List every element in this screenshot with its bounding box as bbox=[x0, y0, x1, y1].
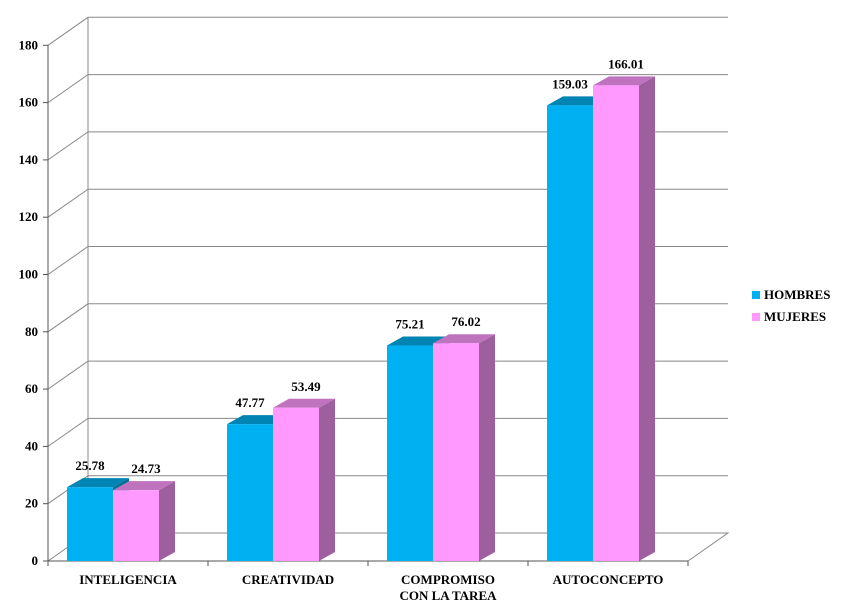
bar-mujeres-3 bbox=[593, 76, 655, 561]
value-label-mujeres-0: 24.73 bbox=[131, 461, 161, 476]
legend: HOMBRES MUJERES bbox=[752, 284, 830, 328]
y-tick-label: 140 bbox=[19, 152, 39, 167]
gridline bbox=[47, 303, 728, 333]
legend-swatch-mujeres bbox=[752, 313, 760, 321]
y-tick-label: 100 bbox=[19, 267, 39, 282]
gridlines bbox=[47, 16, 728, 505]
gridline bbox=[47, 16, 728, 46]
y-tick-label: 120 bbox=[19, 209, 39, 224]
y-tick-label: 60 bbox=[25, 381, 38, 396]
x-tick-label: CON LA TAREA bbox=[399, 588, 497, 603]
gridline bbox=[47, 246, 728, 275]
gridline bbox=[47, 188, 728, 218]
value-labels: 25.78 24.73 47.77 53.49 75.21 76.02 159.03 166.… bbox=[75, 56, 644, 476]
x-tick-label: INTELIGENCIA bbox=[79, 572, 177, 587]
x-tick-label: COMPROMISO bbox=[401, 572, 495, 587]
value-label-hombres-1: 47.77 bbox=[235, 395, 265, 410]
bar-mujeres-2 bbox=[433, 334, 495, 561]
y-tick-label: 160 bbox=[19, 95, 39, 110]
value-label-hombres-2: 75.21 bbox=[395, 317, 424, 332]
gridline bbox=[47, 74, 728, 104]
y-tick-label: 80 bbox=[25, 324, 38, 339]
x-tick-label: CREATIVIDAD bbox=[242, 572, 334, 587]
y-tick-label: 180 bbox=[19, 37, 39, 52]
gridline bbox=[47, 417, 728, 447]
legend-item-hombres: HOMBRES bbox=[752, 284, 830, 306]
legend-label-hombres: HOMBRES bbox=[764, 287, 831, 302]
value-label-mujeres-1: 53.49 bbox=[291, 379, 321, 394]
bar-mujeres-0 bbox=[113, 481, 175, 561]
value-label-hombres-3: 159.03 bbox=[552, 76, 588, 91]
gridline bbox=[47, 475, 728, 505]
value-label-mujeres-3: 166.01 bbox=[608, 56, 644, 71]
gridline bbox=[47, 131, 728, 161]
legend-swatch-hombres bbox=[752, 291, 760, 299]
bar-mujeres-1 bbox=[273, 398, 335, 561]
gridline bbox=[47, 360, 728, 390]
value-label-mujeres-2: 76.02 bbox=[451, 314, 480, 329]
legend-label-mujeres: MUJERES bbox=[764, 309, 827, 324]
y-tick-label: 40 bbox=[25, 438, 38, 453]
value-label-hombres-0: 25.78 bbox=[75, 458, 105, 473]
legend-item-mujeres: MUJERES bbox=[752, 306, 830, 328]
y-tick-label: 20 bbox=[25, 496, 38, 511]
y-tick-labels: 0 20 40 60 80 100 120 140 160 180 bbox=[19, 37, 39, 568]
x-tick-label: AUTOCONCEPTO bbox=[553, 572, 664, 587]
y-tick-label: 0 bbox=[32, 553, 39, 568]
bars bbox=[67, 76, 655, 561]
